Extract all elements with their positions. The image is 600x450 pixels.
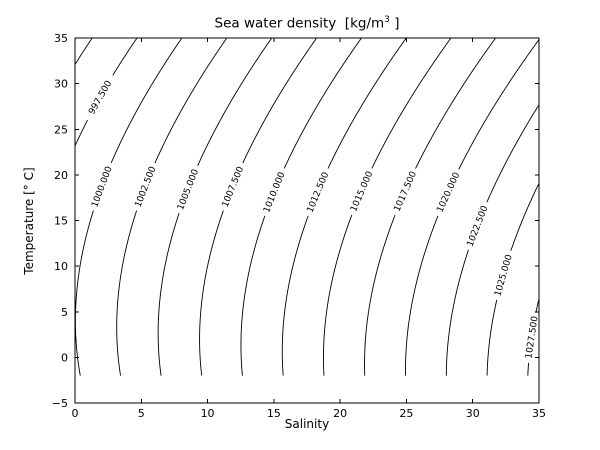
axes-frame — [74, 37, 540, 404]
contour-line — [415, 37, 496, 169]
contour-line — [445, 249, 469, 376]
contour-label: 1022.500 — [466, 204, 491, 248]
contour-line — [240, 215, 266, 376]
y-tick-label: 10 — [54, 260, 68, 273]
contour-label: 1025.000 — [493, 253, 515, 297]
x-axis-label: Salinity — [284, 417, 330, 431]
contour-line — [74, 119, 88, 146]
contour-label: 997.500 — [87, 79, 114, 117]
x-tick-label: 0 — [72, 407, 79, 420]
x-tick-label: 15 — [267, 407, 281, 420]
contour-line — [323, 214, 353, 376]
contour-line — [110, 37, 183, 164]
contour-line — [364, 214, 396, 376]
contour-line — [74, 37, 93, 65]
contour-line — [371, 37, 452, 169]
contour-line — [510, 183, 540, 251]
x-tick-label: 35 — [532, 407, 546, 420]
contour-label: 1017.500 — [393, 170, 420, 214]
x-tick-label: 30 — [466, 407, 480, 420]
y-tick-label: −5 — [52, 397, 68, 410]
contour-label: 1020.000 — [436, 171, 463, 215]
contour-line — [527, 362, 530, 376]
contour-line — [327, 37, 407, 169]
contour-label: 1002.500 — [134, 165, 159, 209]
chart-title-exponent: 3 — [384, 15, 390, 25]
contour-line — [486, 105, 539, 203]
y-tick-label: 15 — [54, 215, 68, 228]
contour-line — [242, 37, 317, 164]
contour-line — [405, 215, 439, 376]
contour-line — [283, 37, 362, 169]
contour-label: 1005.000 — [176, 168, 201, 212]
y-tick-label: 20 — [54, 169, 68, 182]
contour-line — [486, 299, 498, 376]
contour-label: 1027.500 — [524, 315, 540, 359]
contour-label: 1010.000 — [262, 171, 288, 215]
contour-label: 1012.500 — [306, 171, 332, 215]
y-tick-label: 30 — [54, 78, 68, 91]
contour-label: 1007.500 — [221, 165, 247, 209]
y-tick-label: 5 — [61, 306, 68, 319]
chart-title-text: Sea water density [kg/m — [214, 15, 385, 32]
y-tick-label: 25 — [54, 123, 68, 136]
contour-line — [458, 39, 540, 170]
y-tick-label: 35 — [54, 32, 68, 45]
y-axis-label: Temperature [° C] — [22, 167, 36, 275]
contour-line — [199, 210, 224, 376]
contour-line — [197, 37, 273, 166]
contour-label: 1000.000 — [90, 165, 115, 209]
contour-line — [281, 215, 309, 376]
x-tick-label: 5 — [138, 407, 145, 420]
x-tick-label: 20 — [333, 407, 347, 420]
contour-line — [116, 210, 138, 376]
x-tick-label: 25 — [399, 407, 413, 420]
contour-line — [535, 298, 540, 313]
chart-title-suffix: ] — [389, 15, 400, 32]
contour-label: 1015.000 — [349, 170, 375, 214]
contour-line — [112, 37, 138, 76]
y-tick-label: 0 — [61, 351, 68, 364]
chart-title: Sea water density [kg/m3 ] — [75, 15, 539, 32]
contour-line — [154, 37, 228, 164]
contour-line — [157, 213, 180, 376]
contour-line — [74, 210, 94, 376]
x-tick-label: 10 — [201, 407, 215, 420]
